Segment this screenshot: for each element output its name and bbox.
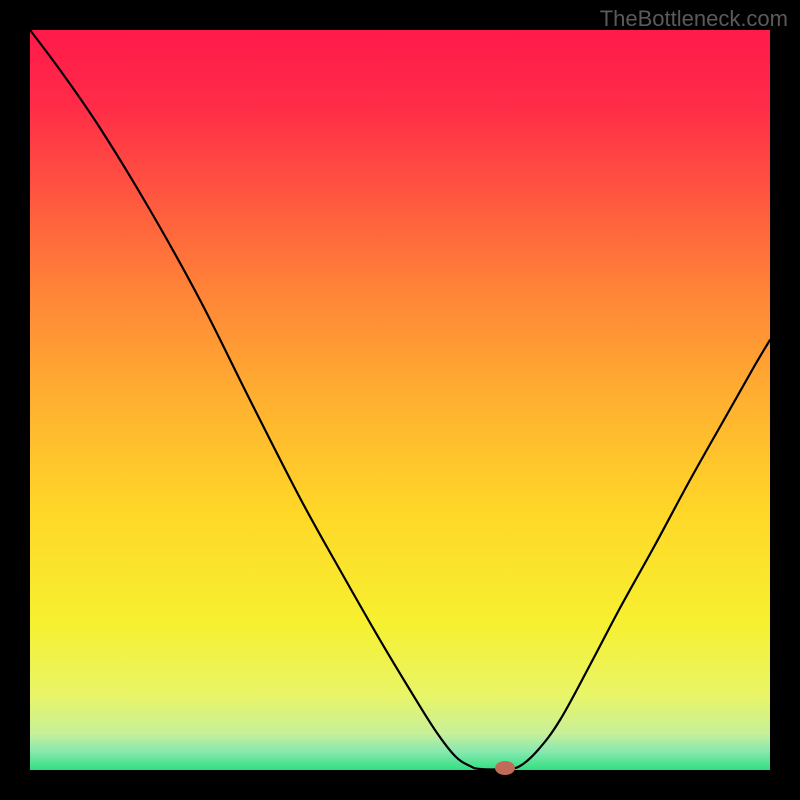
plot-background (30, 30, 770, 770)
bottleneck-chart (0, 0, 800, 800)
optimal-marker (495, 761, 515, 775)
watermark-text: TheBottleneck.com (600, 6, 788, 32)
